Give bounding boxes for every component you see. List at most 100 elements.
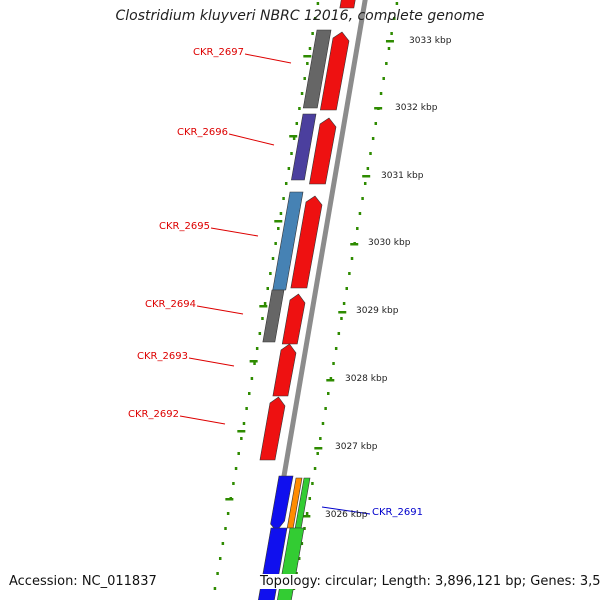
- tick-mark: [284, 182, 288, 185]
- gene-block-steelblue: [272, 191, 304, 291]
- tick-mark: [263, 302, 267, 305]
- tick-mark: [297, 557, 301, 560]
- tick-mark: [332, 362, 335, 365]
- tick-mark: [303, 527, 306, 530]
- gene-block-blue: [270, 475, 294, 532]
- gene-labels: CKR_2697 CKR_2696 CKR_2695 CKR_2694 CKR_…: [128, 47, 423, 518]
- tick-mark: [327, 392, 330, 395]
- genome-title: Clostridium kluyveri NBRC 12016, complet…: [115, 8, 485, 24]
- tick-major: [237, 430, 246, 433]
- tick-mark: [324, 407, 327, 410]
- tick-mark: [311, 482, 314, 485]
- scale-label: 3026 kbp: [325, 510, 368, 520]
- tick-major: [289, 135, 298, 138]
- cds-feature: [290, 195, 323, 289]
- label-leader-line: [244, 53, 292, 64]
- tick-major: [225, 498, 234, 501]
- tick-mark: [248, 392, 251, 395]
- tick-mark: [390, 32, 393, 35]
- scale-label: 3028 kbp: [345, 374, 388, 384]
- tick-mark: [303, 77, 306, 80]
- cds-feature: [281, 293, 306, 345]
- gene-label-ckr-2695: CKR_2695: [159, 221, 210, 232]
- tick-mark: [350, 257, 354, 260]
- scale-label: 3031 kbp: [381, 171, 424, 181]
- label-leader-line: [179, 415, 226, 425]
- tick-mark: [379, 92, 383, 95]
- tick-mark: [356, 227, 359, 230]
- gene-block-purple: [291, 113, 317, 181]
- gene-block-gray: [302, 29, 332, 109]
- tick-major: [385, 40, 394, 43]
- tick-mark: [287, 167, 291, 170]
- tick-mark: [242, 422, 246, 425]
- tick-mark: [279, 212, 283, 215]
- tick-mark: [298, 107, 301, 110]
- tick-mark: [292, 137, 296, 140]
- tick-major: [274, 220, 283, 223]
- tick-mark: [300, 92, 304, 95]
- cds-feature: [259, 396, 286, 461]
- gene-label-ckr-2694: CKR_2694: [145, 299, 196, 310]
- label-leader-line: [210, 227, 259, 237]
- tick-mark: [313, 467, 317, 470]
- tick-mark: [316, 2, 320, 5]
- tick-mark: [369, 152, 372, 155]
- tick-major: [362, 175, 371, 178]
- accession-text: Accession: NC_011837: [9, 574, 157, 589]
- tick-mark: [334, 347, 338, 350]
- tick-mark: [342, 302, 346, 305]
- tick-mark: [358, 212, 362, 215]
- cds-feature: [339, 0, 356, 9]
- gene-block-gray: [262, 289, 285, 343]
- tick-mark: [216, 572, 219, 575]
- tick-mark: [387, 47, 391, 50]
- tick-mark: [374, 122, 378, 125]
- gene-label-ckr-2692: CKR_2692: [128, 409, 179, 420]
- tick-mark: [290, 152, 293, 155]
- label-leader-line: [196, 305, 244, 315]
- tick-mark: [240, 437, 243, 440]
- tick-mark: [361, 197, 364, 200]
- tick-mark: [314, 17, 317, 20]
- tick-mark: [274, 242, 277, 245]
- tick-mark: [308, 47, 312, 50]
- tick-mark: [385, 62, 388, 65]
- tick-mark: [319, 437, 322, 440]
- tick-major: [326, 379, 335, 382]
- label-leader-line: [188, 357, 235, 367]
- tick-mark: [271, 257, 275, 260]
- tick-mark: [337, 332, 341, 335]
- gene-label-ckr-2697: CKR_2697: [193, 47, 244, 58]
- tick-mark: [300, 542, 304, 545]
- tick-mark: [306, 62, 309, 65]
- tick-mark: [234, 467, 238, 470]
- scale-label: 3027 kbp: [335, 442, 378, 452]
- tick-mark: [266, 287, 269, 290]
- tick-mark: [226, 512, 230, 515]
- tick-mark: [261, 317, 264, 320]
- tick-mark: [253, 362, 256, 365]
- tick-major: [374, 107, 383, 110]
- tick-major: [259, 305, 268, 308]
- gene-label-ckr-2696: CKR_2696: [177, 127, 228, 138]
- tick-mark: [371, 137, 375, 140]
- gene-label-ckr-2693: CKR_2693: [137, 351, 188, 362]
- tick-mark: [218, 557, 222, 560]
- tick-mark: [245, 407, 248, 410]
- label-leader-line: [228, 133, 275, 146]
- topology-text: Topology: circular; Length: 3,896,121 bp…: [260, 574, 600, 589]
- scale-label: 3032 kbp: [395, 103, 438, 113]
- tick-major: [314, 447, 323, 450]
- cds-feature: [309, 117, 337, 185]
- tick-mark: [382, 77, 385, 80]
- tick-mark: [255, 347, 259, 350]
- tick-mark: [282, 197, 285, 200]
- tick-mark: [345, 287, 348, 290]
- label-leaders: [179, 53, 371, 515]
- cds-feature: [319, 31, 350, 111]
- tick-mark: [366, 167, 370, 170]
- tick-mark: [329, 377, 333, 380]
